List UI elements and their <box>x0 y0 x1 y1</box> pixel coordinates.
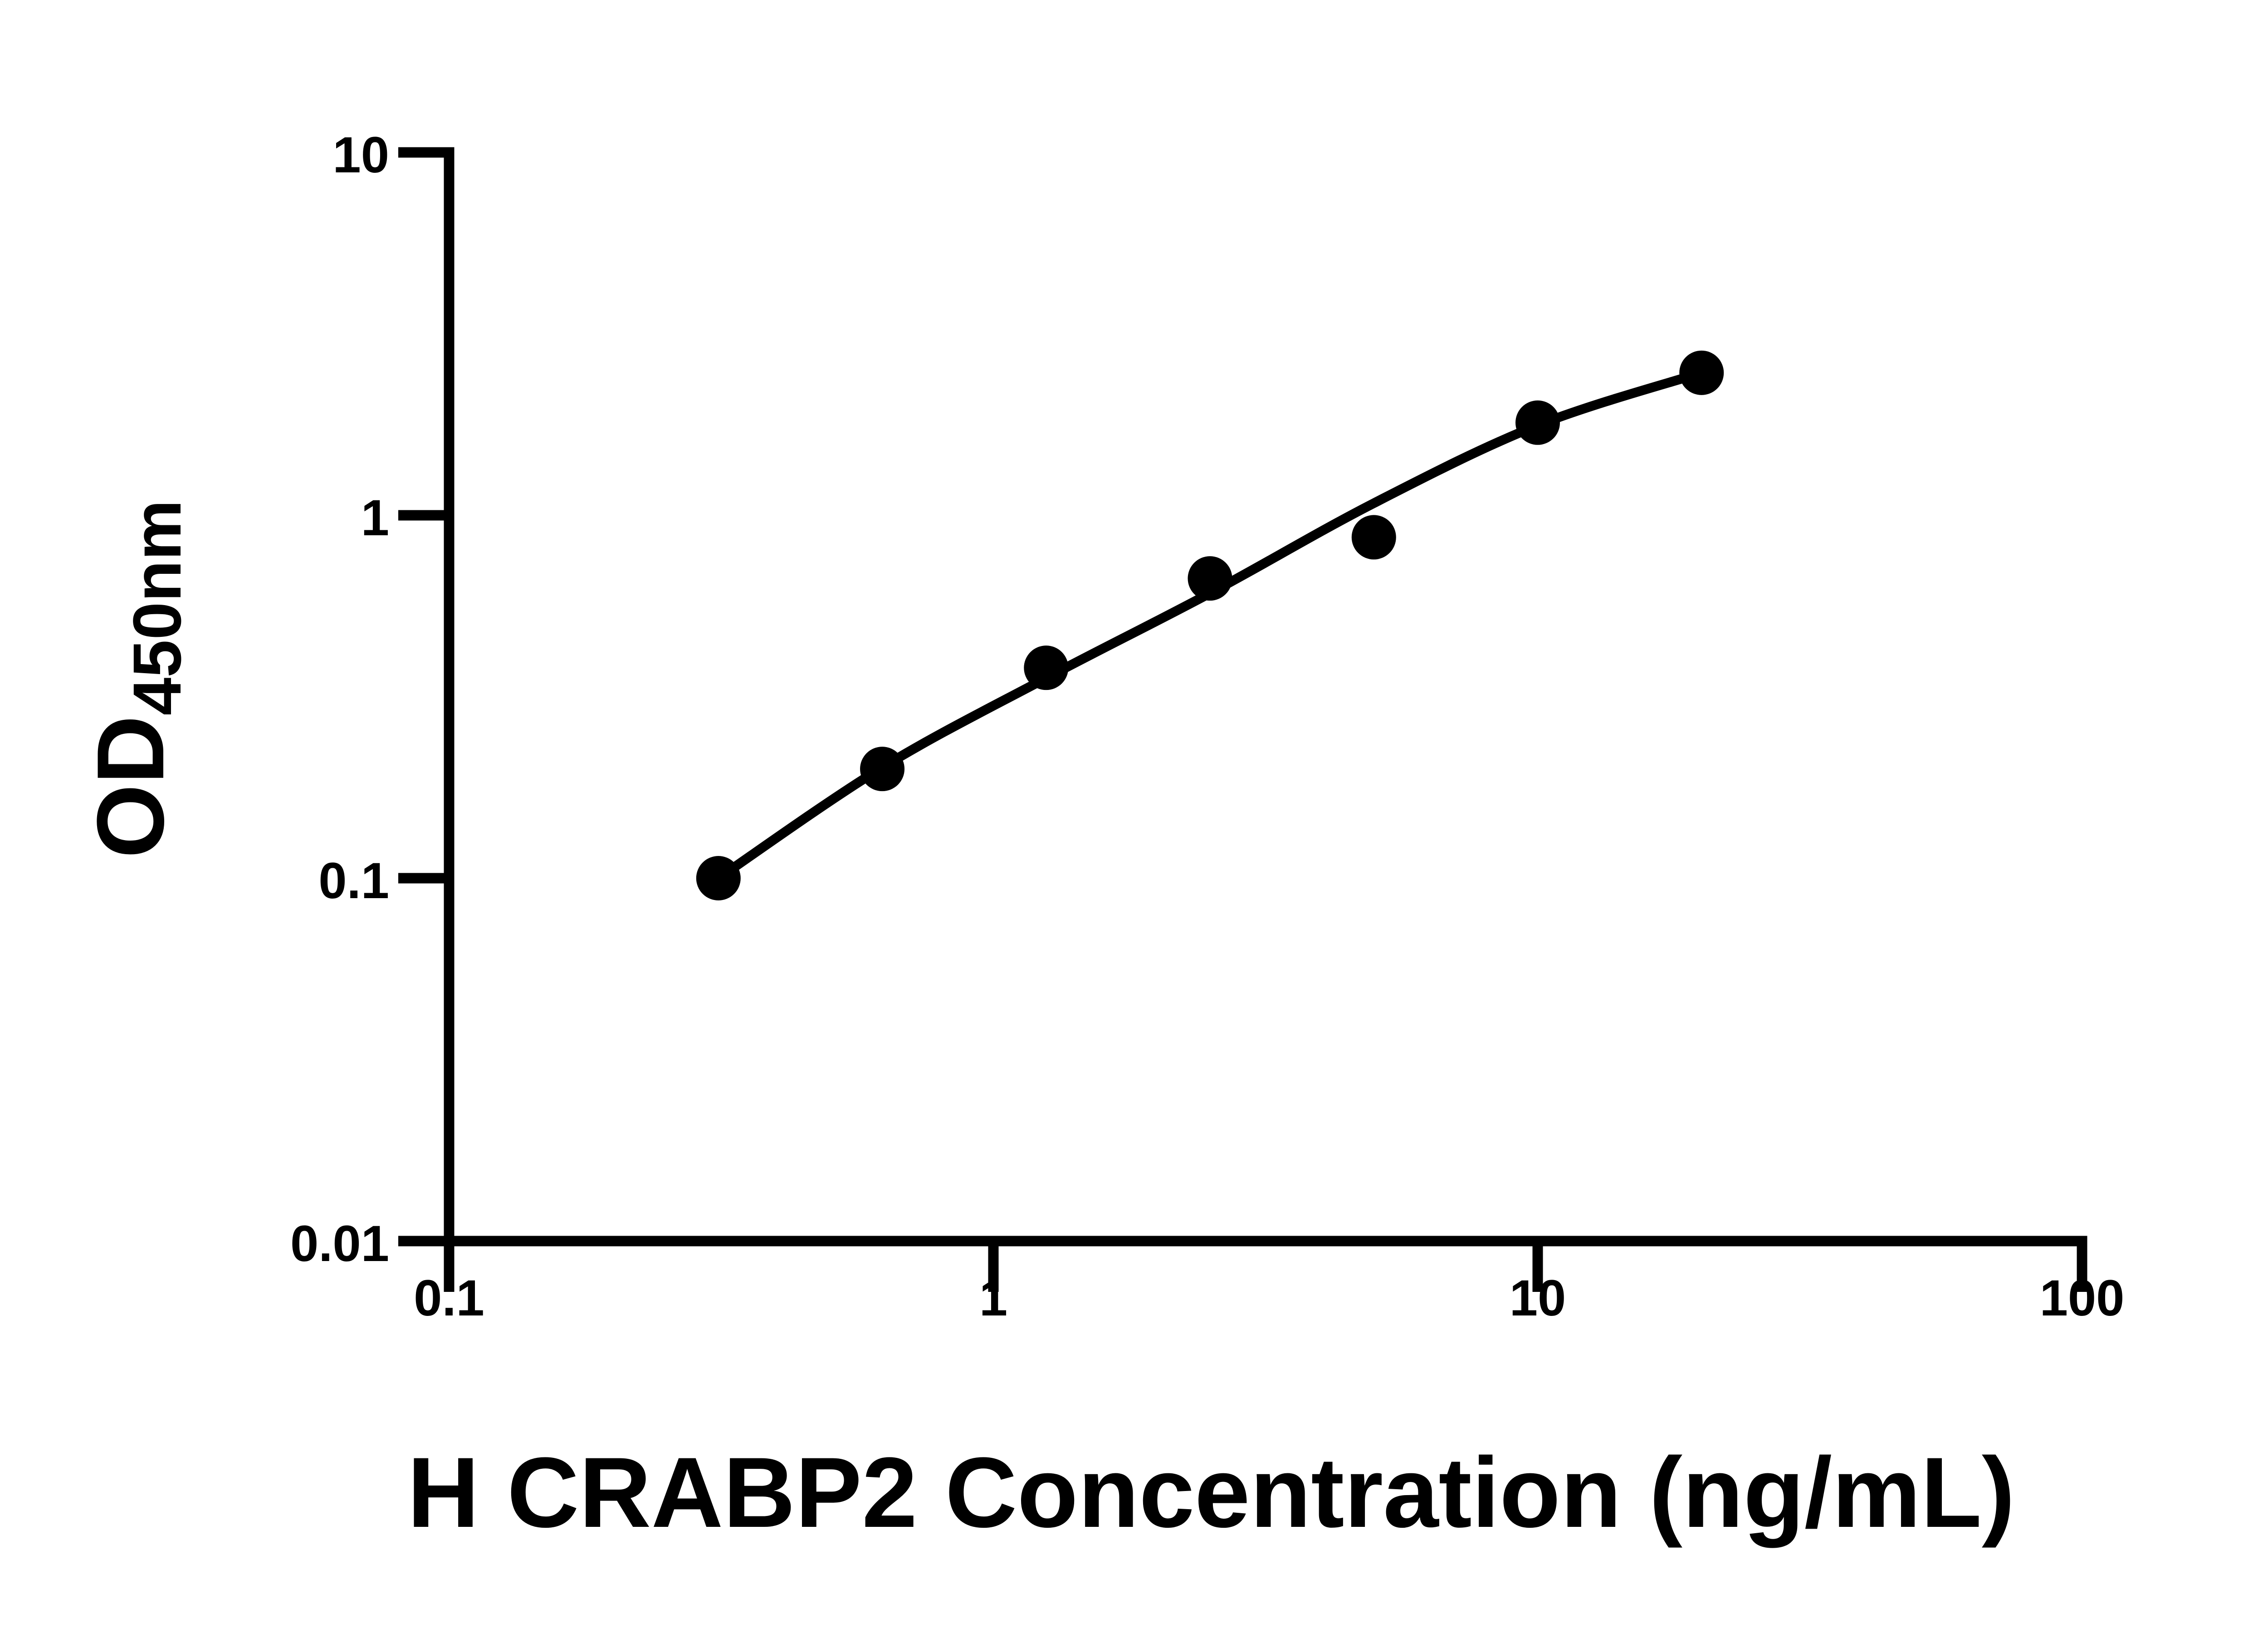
x-tick-label: 10 <box>1509 1270 1566 1326</box>
y-tick-label: 10 <box>332 127 389 183</box>
x-tick-label: 100 <box>2039 1270 2125 1326</box>
data-point <box>1515 400 1560 445</box>
fit-curve <box>715 368 1703 882</box>
y-axis-title-subscript: 450nm <box>119 499 195 716</box>
data-point <box>1188 556 1232 601</box>
data-point <box>1351 515 1396 560</box>
data-point <box>1679 350 1724 395</box>
data-point <box>1024 645 1069 690</box>
x-tick-label: 1 <box>979 1270 1008 1326</box>
y-tick-label: 0.01 <box>290 1215 389 1272</box>
y-tick-label: 1 <box>361 489 389 546</box>
y-tick-label: 0.1 <box>318 852 389 909</box>
x-tick-label: 0.1 <box>414 1270 484 1326</box>
data-point <box>696 856 741 900</box>
y-axis-title-main: OD <box>77 715 184 859</box>
data-point <box>860 747 905 792</box>
x-axis-title: H CRABP2 Concentration (ng/mL) <box>407 1437 2015 1548</box>
y-axis-title: OD450nm <box>76 500 196 858</box>
